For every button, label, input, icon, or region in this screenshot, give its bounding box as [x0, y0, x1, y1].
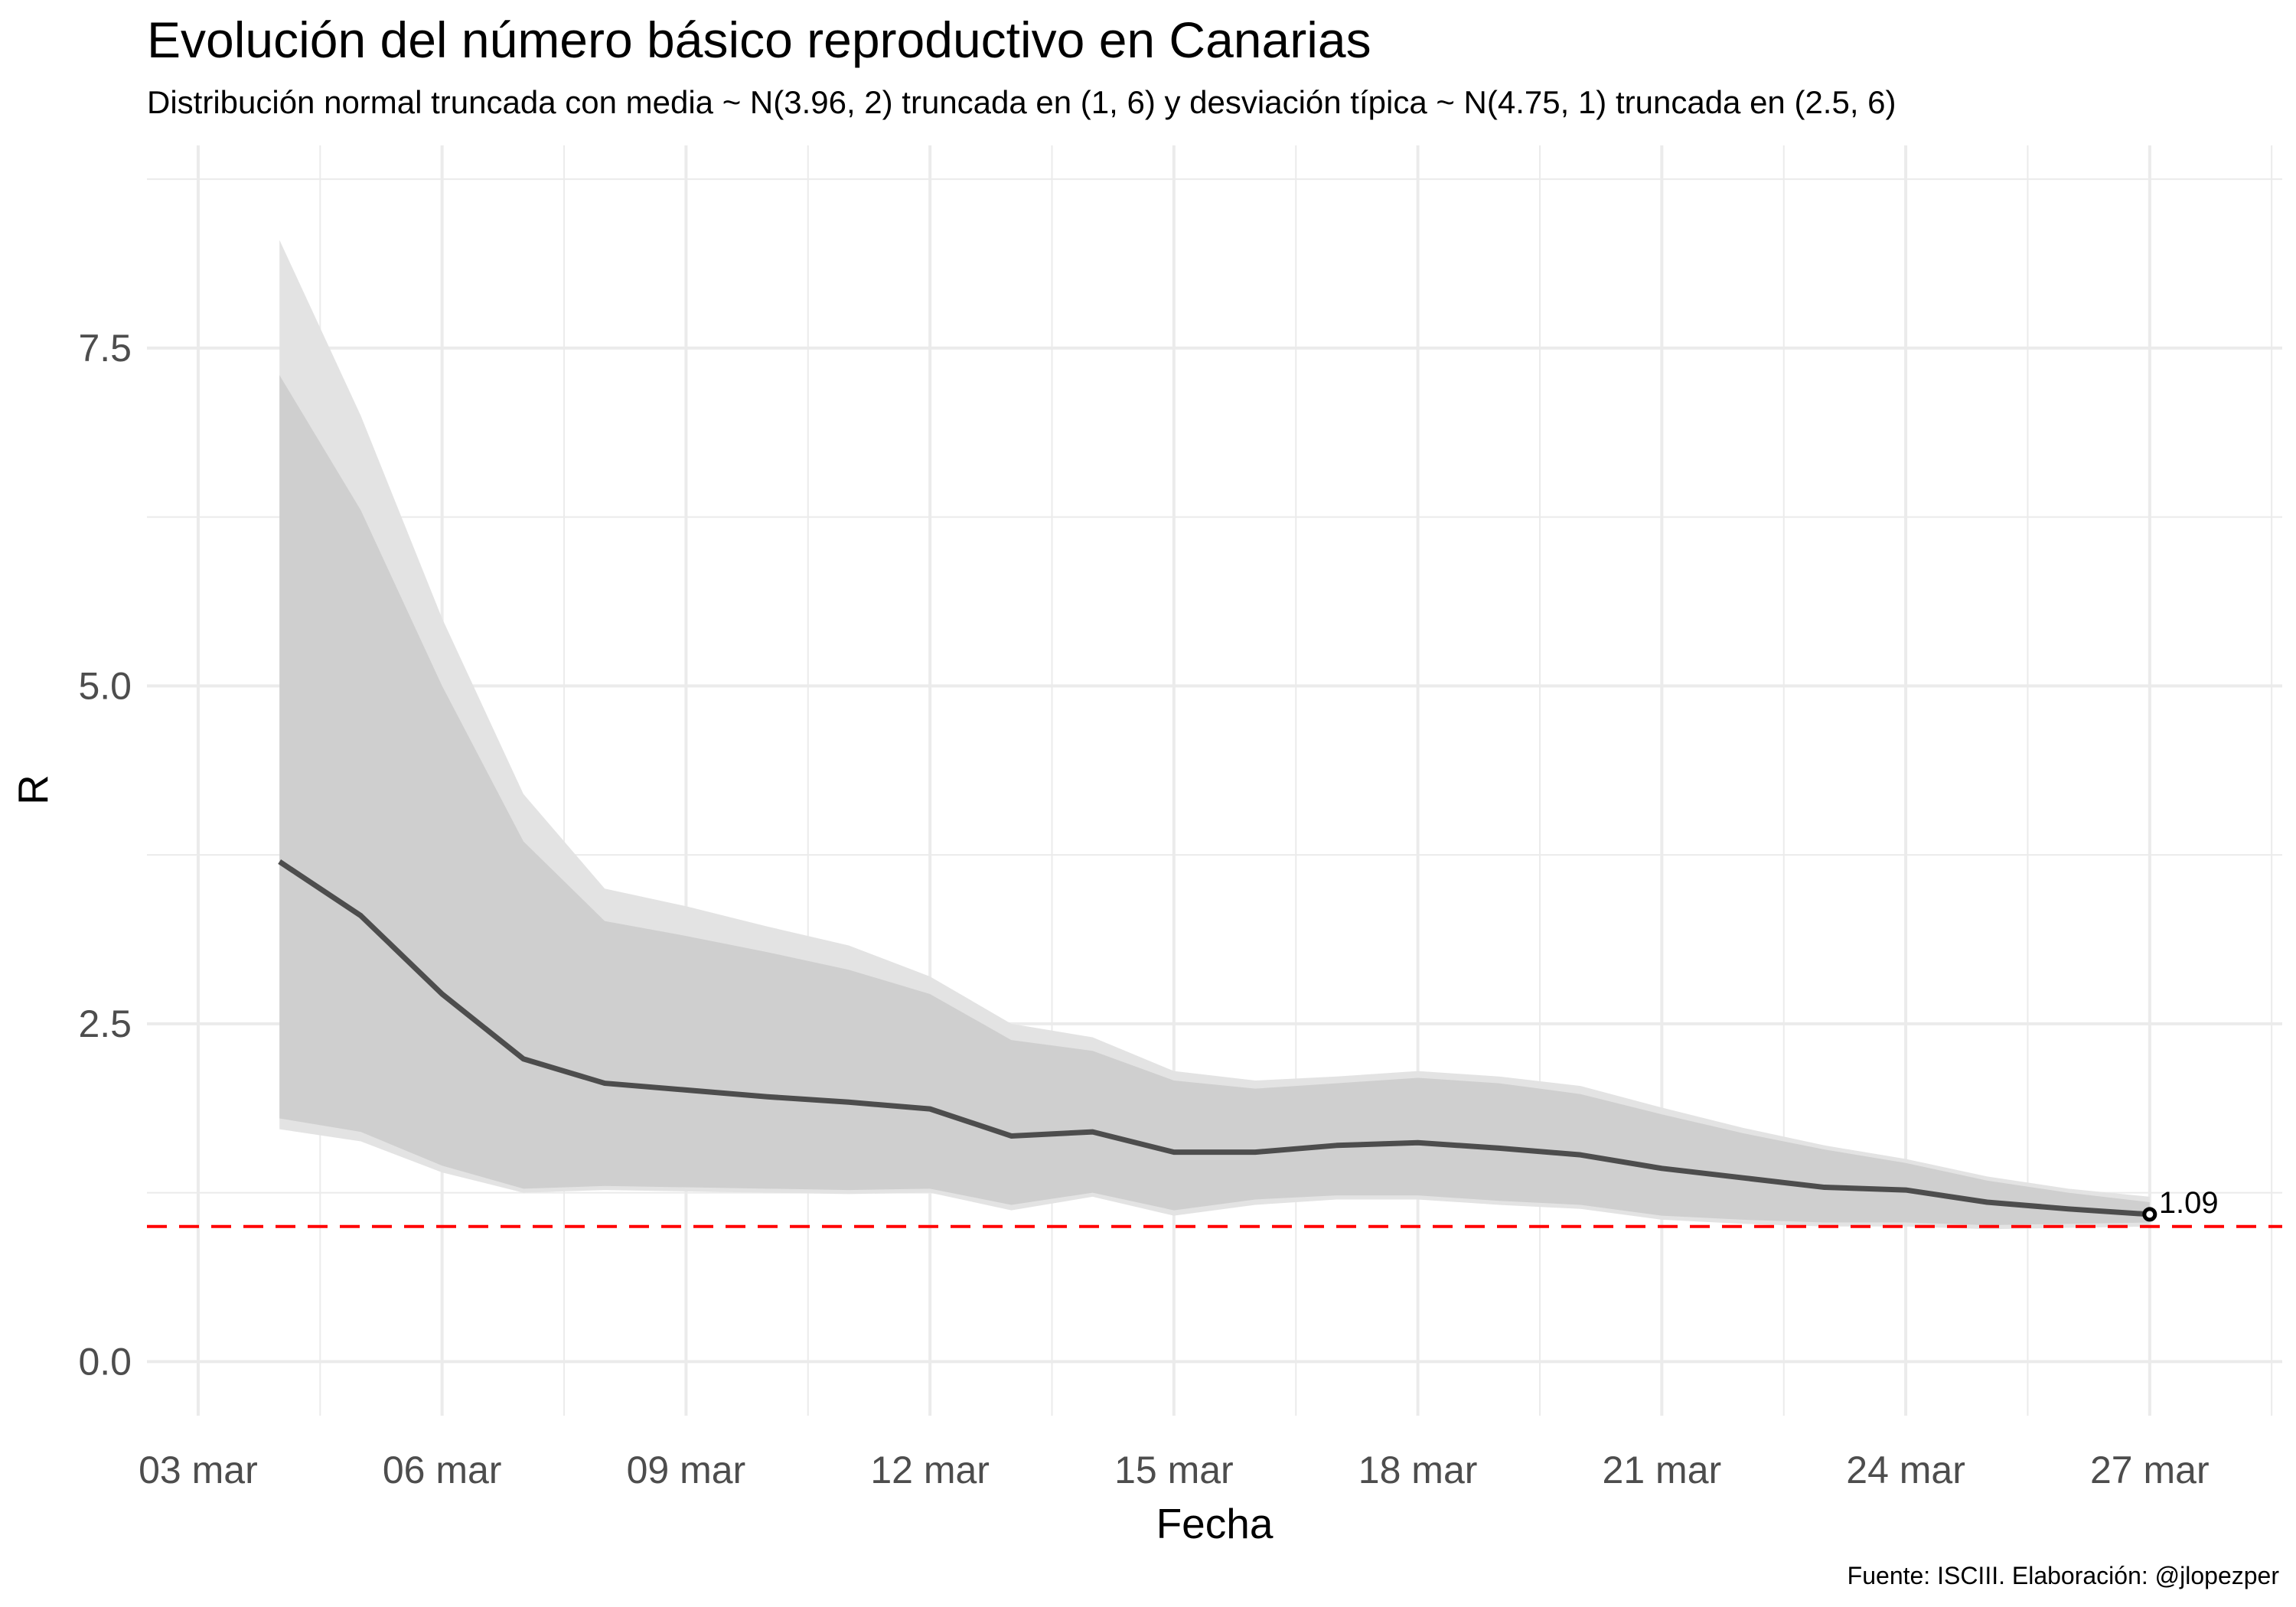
series-group: 1.09 — [278, 859, 2219, 1222]
x-axis-ticks: 03 mar 06 mar 09 mar 12 mar 15 mar 18 mar 21 m… — [139, 1449, 2210, 1491]
y-tick-label: 2.5 — [78, 1002, 132, 1045]
chart-caption: Fuente: ISCIII. Elaboración: @jlopezper — [1847, 1562, 2279, 1589]
x-tick-label: 03 mar — [139, 1449, 258, 1491]
x-tick-label: 24 mar — [1846, 1449, 1965, 1491]
chart-title: Evolución del número básico reproductivo… — [147, 11, 1371, 68]
last-point-marker — [2142, 1207, 2157, 1222]
x-tick-label: 21 mar — [1603, 1449, 1722, 1491]
chart-subtitle: Distribución normal truncada con media ~… — [147, 84, 1896, 120]
y-tick-label: 0.0 — [78, 1340, 132, 1383]
y-tick-label: 7.5 — [78, 327, 132, 370]
x-tick-label: 15 mar — [1114, 1449, 1234, 1491]
y-tick-label: 5.0 — [78, 664, 132, 707]
x-tick-label: 27 mar — [2090, 1449, 2210, 1491]
x-tick-label: 09 mar — [627, 1449, 746, 1491]
x-tick-label: 18 mar — [1358, 1449, 1478, 1491]
x-axis-title: Fecha — [1156, 1500, 1274, 1547]
y-axis-title: R — [9, 774, 57, 805]
end-value-label: 1.09 — [2159, 1186, 2219, 1220]
y-axis-ticks: 0.0 2.5 5.0 7.5 — [78, 327, 132, 1383]
x-tick-label: 12 mar — [870, 1449, 990, 1491]
confidence-bands — [279, 240, 2150, 1230]
inner-band — [279, 375, 2150, 1225]
x-tick-label: 06 mar — [383, 1449, 502, 1491]
series-line — [278, 859, 2151, 1217]
